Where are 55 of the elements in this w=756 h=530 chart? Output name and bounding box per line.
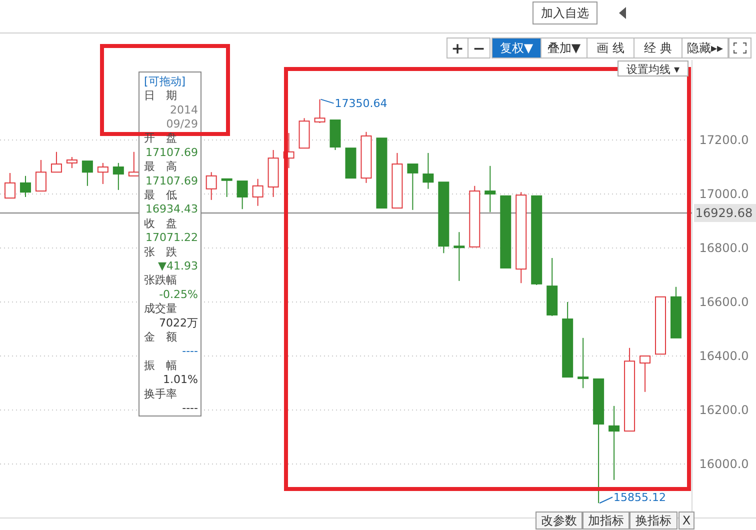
annotation: -0.25% [159,288,198,301]
y-tick-label: 16200.0 [699,403,749,418]
candlestick [578,337,589,389]
text: + [451,39,464,58]
annotation: 加指标 [588,514,624,528]
y-tick-label: 17200.0 [699,133,749,148]
text: 经 典 [644,41,672,56]
annotation: 17107.69 [146,174,198,188]
y-tick-label: 17000.0 [699,187,749,202]
text: 隐藏▸▸ [686,41,724,56]
annotation: 7022万 [159,316,198,330]
candlestick [422,152,434,190]
text: 叠加▼ [547,41,582,56]
annotation: 成交量 [144,302,177,316]
annotation: 金 额 [144,330,177,344]
annotation: 改参数 [541,514,577,528]
candlestick [268,149,279,198]
annotation: 17350.64 [334,97,388,110]
candlestick [484,165,496,213]
annotation: 张 跌 [144,245,177,258]
annotation: 15855.12 [614,490,666,504]
text: 画 线 [596,41,624,56]
annotation: 设置均线 ▾ [626,62,680,76]
annotation: 16934.43 [146,202,198,216]
y-tick-label: 16600.0 [699,295,749,310]
annotation: 最 高 [144,160,177,174]
candlestick [206,172,217,200]
annotation: 最 低 [144,188,177,202]
annotation: 1.01% [163,373,198,386]
y-tick-label: 16800.0 [699,241,749,256]
annotation: [可拖动] [144,74,186,88]
ref-line-label: 16929.68 [695,206,753,220]
candlestick [454,232,465,282]
annotation: 日 期 [144,89,177,102]
annotation: 09/29 [166,117,198,130]
annotation: 17071.22 [146,231,198,244]
text: 加入自选 [541,6,589,20]
annotation: ---- [182,344,198,358]
annotation: X [682,514,691,528]
annotation: 2014 [170,103,198,116]
candlestick [252,178,264,206]
annotation: 收 盘 [144,216,177,230]
annotation: ▼41.93 [158,259,198,272]
annotation: 换手率 [144,387,177,400]
annotation: ---- [182,401,198,414]
text: 复权▼ [500,41,534,56]
annotation: 换指标 [636,514,672,528]
y-tick-label: 16400.0 [699,349,749,364]
annotation: 振 幅 [144,358,177,372]
annotation: 张跌幅 [144,274,177,287]
candlestick [20,175,31,198]
annotation: 17107.69 [146,146,198,159]
y-tick-label: 16000.0 [699,457,749,472]
text: − [472,39,486,58]
candlestick [608,405,620,480]
